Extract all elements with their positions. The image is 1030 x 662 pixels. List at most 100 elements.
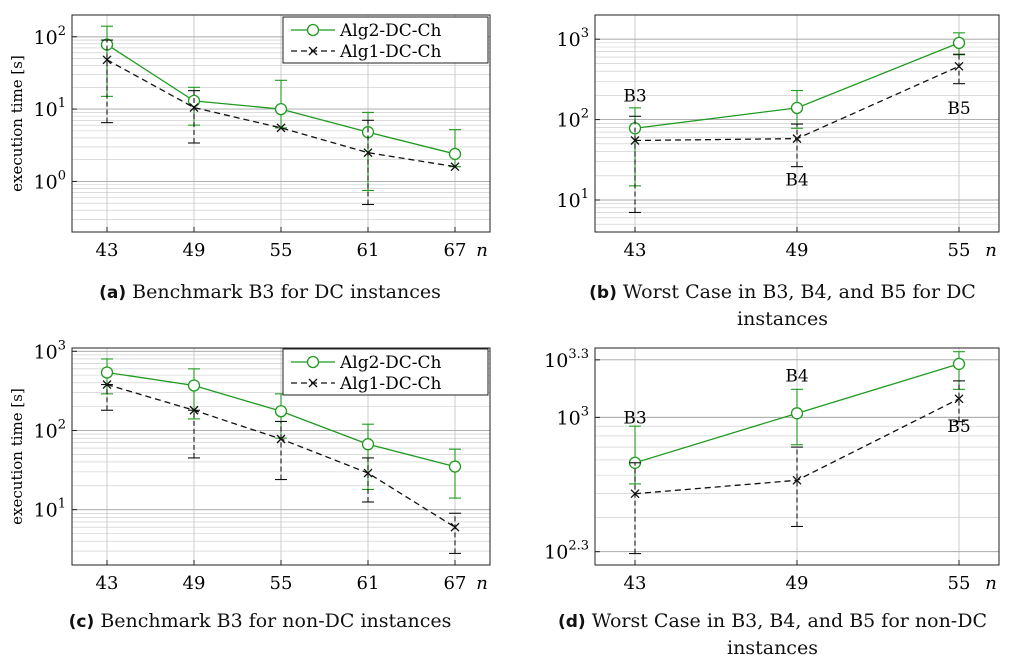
- marker-stroke: [102, 380, 112, 390]
- y-tick-label: 101: [34, 96, 66, 121]
- marker-stroke: [189, 405, 199, 415]
- y-tick-base: 10: [34, 500, 58, 522]
- data-point: [952, 357, 966, 371]
- legend-label: Alg1-DC-Ch: [339, 42, 442, 62]
- error-bar: [791, 123, 803, 168]
- y-tick-exponent: 3: [581, 404, 589, 419]
- data-point: [363, 468, 373, 478]
- marker-stroke: [792, 134, 802, 144]
- legend-item: Alg2-DC-Ch: [291, 21, 442, 41]
- y-tick-label: 101: [34, 497, 66, 522]
- x-tick-label: 49: [183, 573, 206, 594]
- data-point: [790, 407, 804, 420]
- data-point: [274, 405, 288, 418]
- legend-marker: [308, 46, 318, 56]
- series-alg1: [101, 380, 461, 554]
- legend-marker: [308, 378, 318, 388]
- annotation-label: B5: [947, 417, 970, 437]
- annotation-label: B3: [623, 408, 646, 428]
- y-tick-base: 10: [34, 420, 58, 442]
- y-tick-base: 10: [557, 190, 581, 212]
- error-bar: [953, 380, 965, 423]
- x-tick-label: 43: [624, 573, 647, 594]
- annotation-label: B3: [623, 86, 646, 106]
- legend-label: Alg1-DC-Ch: [339, 374, 442, 394]
- error-bar: [953, 351, 965, 390]
- series-alg1: [629, 380, 965, 555]
- error-bar: [275, 420, 287, 481]
- marker-stroke: [276, 434, 286, 444]
- data-point: [952, 36, 966, 50]
- y-tick-base: 10: [34, 341, 58, 363]
- caption-a: (a) Benchmark B3 for DC instances: [50, 279, 490, 306]
- y-tick-exponent: 0: [58, 168, 66, 183]
- legend-item: Alg1-DC-Ch: [291, 374, 442, 394]
- y-tick-exponent: 2.3: [568, 539, 589, 554]
- legend-box: [282, 348, 489, 396]
- y-tick-exponent: 3: [58, 338, 66, 353]
- data-point: [361, 438, 375, 451]
- caption-text: Worst Case in B3, B4, and B5 for non-DC: [591, 610, 988, 632]
- y-tick-base: 10: [34, 27, 58, 49]
- marker-stroke: [276, 123, 286, 133]
- caption-tag: (b): [589, 283, 617, 303]
- error-bar: [629, 462, 641, 555]
- data-point: [276, 123, 286, 133]
- marker-stroke: [363, 148, 373, 158]
- error-bar: [449, 512, 461, 554]
- x-axis-label: n: [985, 240, 997, 261]
- y-tick-base: 10: [544, 542, 568, 564]
- data-point: [274, 102, 288, 116]
- y-tick-exponent: 1: [58, 96, 66, 111]
- marker-stroke: [954, 61, 964, 71]
- caption-tag: (c): [68, 612, 95, 632]
- caption-text-line2: instances: [727, 637, 818, 659]
- caption-text: Benchmark B3 for non-DC instances: [100, 610, 452, 632]
- caption-tag: (a): [99, 283, 127, 303]
- y-tick-exponent: 1: [581, 187, 589, 202]
- y-tick-label: 101: [557, 187, 589, 212]
- error-bar: [101, 39, 113, 124]
- legend-item: Alg1-DC-Ch: [291, 42, 442, 62]
- panel-c: 101 102 103 43 49 55 61 67 n execution time [s] Al…: [0, 338, 510, 662]
- x-tick-label: 55: [270, 573, 293, 594]
- data-point: [276, 434, 286, 444]
- caption-b: (b) Worst Case in B3, B4, and B5 for DC …: [535, 279, 1030, 332]
- caption-tag: (d): [557, 612, 586, 632]
- y-tick-base: 10: [544, 350, 568, 372]
- y-tick-label: 103: [557, 404, 589, 429]
- caption-c: (c) Benchmark B3 for non-DC instances: [20, 608, 500, 635]
- y-tick-label: 102.3: [544, 539, 589, 564]
- data-point: [954, 61, 964, 71]
- y-axis-label: execution time [s]: [8, 388, 26, 525]
- panel-a: 100 101 102 43 49 55 61 67 n execution time [s] Al…: [0, 0, 510, 320]
- marker-stroke: [102, 55, 112, 65]
- legend-marker: [306, 355, 320, 369]
- x-tick-label: 49: [786, 240, 809, 261]
- legend-item: Alg2-DC-Ch: [291, 353, 442, 373]
- marker-stroke: [363, 468, 373, 478]
- x-tick-label: 67: [444, 240, 467, 261]
- y-tick-base: 10: [557, 407, 581, 429]
- caption-text: Worst Case in B3, B4, and B5 for DC: [622, 281, 976, 303]
- error-bar: [629, 115, 641, 214]
- series-alg1: [101, 39, 460, 206]
- y-tick-label: 102: [34, 24, 66, 49]
- error-bar: [362, 119, 374, 206]
- marker-stroke: [792, 475, 802, 485]
- x-tick-label: 43: [624, 240, 647, 261]
- data-point: [954, 394, 964, 404]
- data-point: [102, 380, 112, 390]
- error-bar: [188, 90, 200, 144]
- error-bar: [449, 448, 461, 499]
- legend-marker: [306, 23, 320, 37]
- series-alg1: [629, 53, 965, 214]
- y-tick-exponent: 2: [58, 24, 66, 39]
- caption-text-line2: instances: [737, 308, 828, 330]
- data-point: [363, 148, 373, 158]
- y-tick-exponent: 2: [581, 107, 589, 122]
